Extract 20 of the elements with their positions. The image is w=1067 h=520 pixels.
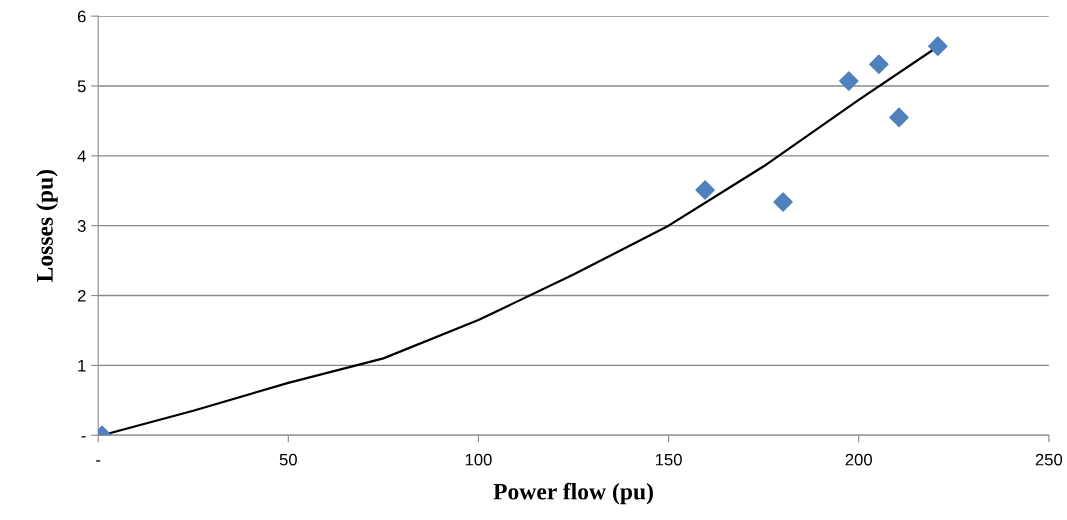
point [839, 71, 859, 91]
y-tick-label: 5 [77, 80, 86, 93]
y-tick-label: 6 [77, 10, 86, 23]
y-axis-title: Losses (pu) [36, 169, 58, 283]
x-tick-label: 50 [279, 453, 297, 466]
point [869, 54, 889, 75]
point [773, 192, 793, 212]
y-tick-label: 2 [77, 289, 86, 302]
x-tick-label: 100 [465, 453, 492, 466]
y-tick-label: - [81, 436, 86, 438]
x-axis-title: Power flow (pu) [493, 482, 653, 505]
x-tick-label: 200 [845, 453, 872, 466]
x-tick-label: 250 [1035, 453, 1063, 466]
y-tick-label: 3 [77, 220, 86, 232]
point [889, 107, 909, 128]
y-tick-label: 1 [78, 359, 86, 372]
point [928, 36, 948, 56]
point [695, 180, 715, 200]
x-tick-label: 150 [655, 453, 682, 466]
y-tick-label: 4 [77, 150, 86, 162]
